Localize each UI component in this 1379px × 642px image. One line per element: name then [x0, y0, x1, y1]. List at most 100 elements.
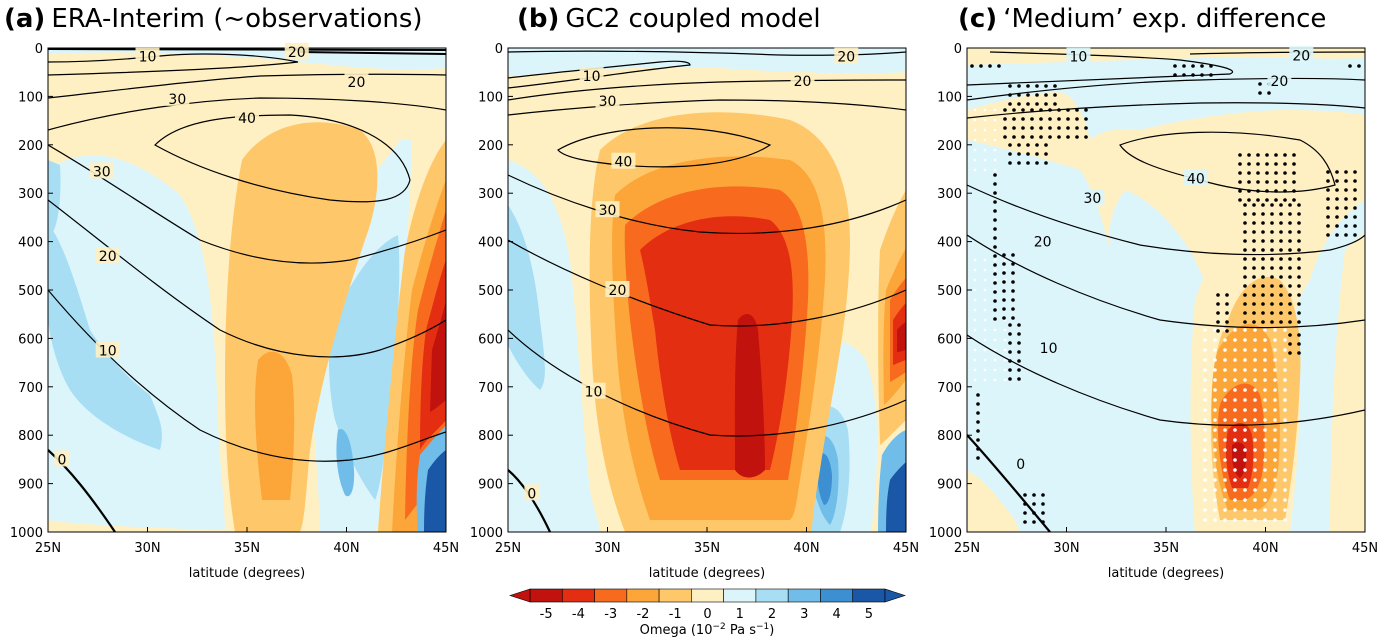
stipple-dot [1066, 117, 1070, 121]
stipple-dot [1008, 143, 1012, 147]
panel-b-ytick-label: 0 [495, 42, 503, 57]
panel-c-fill [967, 48, 1365, 532]
colorbar-extend-max [884, 588, 906, 603]
panel-a-contour-label: 10 [99, 344, 117, 360]
panel-b-contour-30b [508, 174, 906, 235]
stipple-dot [1253, 458, 1257, 462]
stipple-dot [1233, 438, 1237, 442]
stipple-dot [1297, 284, 1301, 288]
panel-c-contour-label: 40 [1187, 172, 1205, 188]
stipple-dot [1233, 398, 1237, 402]
stipple-dot [1008, 341, 1012, 345]
stipple-dot [1263, 468, 1267, 472]
stipple-dot [1274, 171, 1278, 175]
stipple-dot [983, 128, 987, 132]
stipple-dot [1326, 233, 1330, 237]
panel-b-contour-label-bg [790, 71, 815, 88]
stipple-dot [983, 308, 987, 312]
stipple-dot [1213, 518, 1217, 522]
panel-c-ytick-label: 1000 [929, 526, 962, 541]
stipple-dot [1297, 275, 1301, 279]
stipple-dot [1243, 239, 1247, 243]
stipple-dot [973, 298, 977, 302]
stipple-dot [1344, 206, 1348, 210]
panel-a-contour-label-bg [95, 341, 120, 358]
stipple-dot [1021, 117, 1025, 121]
stipple-dot [1263, 368, 1267, 372]
stipple-dot [973, 108, 977, 112]
stipple-dot [1252, 284, 1256, 288]
stipple-dot [1253, 388, 1257, 392]
stipple-dot [1203, 368, 1207, 372]
stipple-dot [1357, 64, 1361, 68]
stipple-dot [1243, 257, 1247, 261]
stipple-dot [1270, 221, 1274, 225]
panel-c-ytick-label: 100 [937, 90, 962, 105]
stipple-dot [993, 182, 997, 186]
stipple-dot [1213, 478, 1217, 482]
stipple-dot [983, 148, 987, 152]
colorbar-tick-label: 4 [832, 607, 840, 622]
panel-c-neg-corner [967, 470, 1020, 532]
stipple-dot [1213, 468, 1217, 472]
stipple-dot [1203, 498, 1207, 502]
stipple-dot [1253, 368, 1257, 372]
stipple-dot [1263, 508, 1267, 512]
colorbar-tick-label: -2 [636, 607, 649, 622]
stipple-dot [1011, 280, 1015, 284]
stipple-dot [997, 64, 1001, 68]
stipple-dot [1233, 418, 1237, 422]
stipple-dot [993, 118, 997, 122]
panel-b: (b) GC2 coupled model 25N 30N 35N 40N 45N 0 10… [470, 4, 919, 581]
stipple-dot [1267, 91, 1271, 95]
stipple-dot [1326, 179, 1330, 183]
panel-b-xtick-label: 40N [793, 541, 819, 556]
panel-b-contour-label-bg [595, 201, 620, 218]
panel-b-ytick-label: 200 [478, 139, 503, 154]
stipple-dot [1003, 126, 1007, 130]
panel-a-contour-label-bg [284, 42, 309, 59]
stipple-dot [973, 138, 977, 142]
stipple-dot [1213, 448, 1217, 452]
stipple-dot [1279, 239, 1283, 243]
stipple-dot [1252, 221, 1256, 225]
stipple-dot [1048, 126, 1052, 130]
stipple-dot [1273, 458, 1277, 462]
stipple-dot [1247, 198, 1251, 202]
stipple-dot [1253, 508, 1257, 512]
stipple-dot [993, 281, 997, 285]
panel-b-contour-label-bg [605, 281, 630, 297]
stipple-dot [993, 245, 997, 249]
panel-a-contour-label-bg [135, 47, 160, 64]
stipple-dot [1233, 468, 1237, 472]
stipple-dot [1035, 161, 1039, 165]
stipple-dot [993, 138, 997, 142]
stipple-dot [1247, 171, 1251, 175]
stipple-dot [973, 358, 977, 362]
stipple-dot [1203, 378, 1207, 382]
panel-c-ytick-label: 600 [937, 332, 962, 347]
panel-a-ytick-label: 900 [18, 478, 43, 493]
stipple-dot [1263, 408, 1267, 412]
stipple-dot [1279, 230, 1283, 234]
stipple-dot [1256, 162, 1260, 166]
panel-a-contour-label: 30 [168, 92, 186, 108]
stipple-dot [1253, 498, 1257, 502]
panel-c-contour-20top [1189, 51, 1365, 55]
stipple-dot [1026, 152, 1030, 156]
stipple-dot [1003, 338, 1007, 342]
stipple-dot [976, 438, 980, 442]
stipple-dot [1335, 179, 1339, 183]
stipple-dot [1256, 180, 1260, 184]
panel-b-contour-20top [508, 50, 906, 56]
panel-a-fill [48, 48, 446, 532]
stipple-dot [1243, 230, 1247, 234]
stipple-dot [1353, 206, 1357, 210]
stipple-dot [1270, 275, 1274, 279]
panel-a-contour-label: 10 [139, 50, 157, 66]
stipple-dot [1326, 197, 1330, 201]
stipple-dot [993, 368, 997, 372]
panel-b-contour-label: 20 [794, 74, 812, 90]
colorbar: -5 -4 -3 -2 -1 0 1 2 3 4 5 Omega (10−2 Pa s−1) [509, 588, 906, 638]
stipple-dot [973, 128, 977, 132]
